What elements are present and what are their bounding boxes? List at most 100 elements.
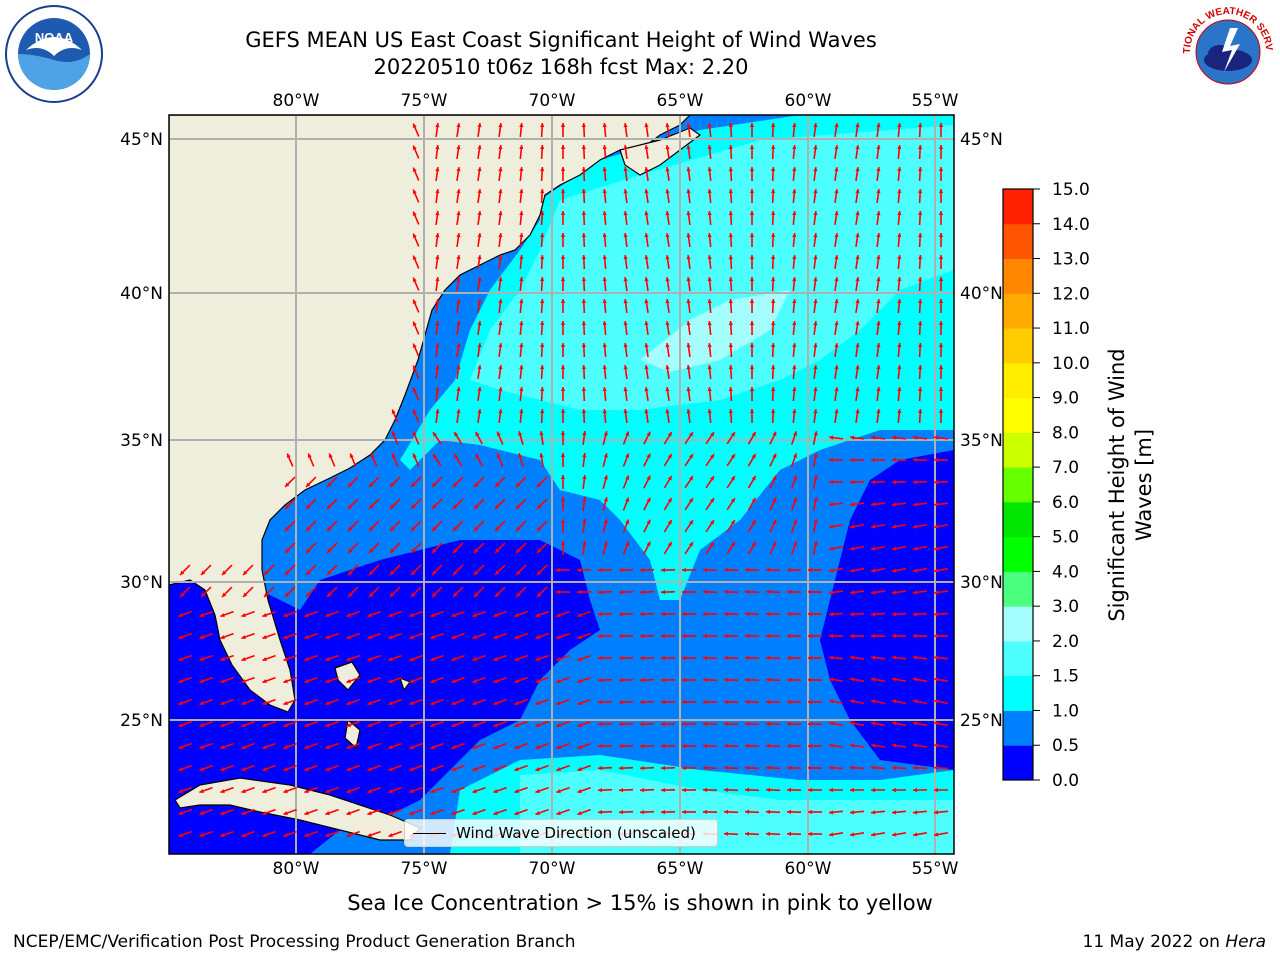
wind-wave-arrowhead <box>598 765 603 771</box>
wind-wave-arrowhead <box>829 810 834 815</box>
wind-wave-arrowhead <box>498 167 503 172</box>
wind-wave-arrowhead <box>598 699 603 705</box>
wind-wave-arrowhead <box>913 479 918 485</box>
wind-wave-arrowhead <box>535 767 540 772</box>
wind-wave-arrowhead <box>199 679 204 684</box>
wind-wave-arrowhead <box>560 343 566 347</box>
wind-wave-arrowhead <box>829 832 834 837</box>
wind-wave-arrowhead <box>451 767 456 772</box>
wind-wave-arrowhead <box>498 255 503 260</box>
wind-wave-arrowhead <box>625 497 630 502</box>
wind-wave-arrowhead <box>640 655 645 661</box>
wind-wave-arrowhead <box>577 701 582 706</box>
wind-wave-arrowhead <box>435 365 440 370</box>
wind-wave-arrowhead <box>222 570 227 575</box>
wind-wave-arrowhead <box>535 789 540 794</box>
colorbar-tick-label: 1.5 <box>1052 667 1079 687</box>
wind-wave-arrowhead <box>897 255 902 260</box>
wind-wave-arrowhead <box>285 592 290 597</box>
wind-wave-arrowhead <box>220 657 225 662</box>
wind-wave-arrowhead <box>813 299 818 304</box>
wind-wave-arrowhead <box>892 568 897 573</box>
wind-wave-arrowhead <box>412 321 417 327</box>
wind-wave-arrowhead <box>498 123 503 128</box>
wind-wave-arrowhead <box>199 767 204 772</box>
wind-wave-arrowhead <box>199 745 204 750</box>
wind-wave-arrowhead <box>560 233 566 237</box>
wind-wave-arrowhead <box>703 809 707 815</box>
wind-wave-arrowhead <box>602 387 607 392</box>
wind-wave-arrowhead <box>475 431 480 437</box>
wind-wave-arrowhead <box>938 167 944 171</box>
wind-wave-arrowhead <box>178 723 183 728</box>
wind-wave-arrowhead <box>435 255 440 260</box>
wind-wave-arrowhead <box>918 255 923 260</box>
wind-wave-arrowhead <box>730 454 735 459</box>
wind-wave-arrowhead <box>688 454 693 459</box>
wind-wave-arrowhead <box>766 809 771 815</box>
wind-wave-arrowhead <box>749 189 755 193</box>
wind-wave-arrowhead <box>938 409 944 413</box>
wind-wave-arrowhead <box>283 657 288 662</box>
wind-wave-arrowhead <box>602 233 607 238</box>
wind-wave-arrowhead <box>876 277 881 282</box>
wind-wave-arrowhead <box>665 387 670 392</box>
wind-wave-arrowhead <box>222 592 227 597</box>
wind-wave-arrowhead <box>665 211 670 216</box>
wind-wave-arrowhead <box>855 167 860 172</box>
wind-wave-arrowhead <box>745 787 750 793</box>
wind-wave-arrowhead <box>772 453 777 459</box>
wind-wave-arrowhead <box>456 365 461 370</box>
wind-wave-arrowhead <box>850 568 855 573</box>
wind-wave-arrowhead <box>938 321 944 325</box>
wind-wave-arrowhead <box>243 592 248 597</box>
wind-wave-arrowhead <box>430 767 435 772</box>
wind-wave-arrowhead <box>766 765 771 771</box>
wind-wave-arrowhead <box>519 233 524 238</box>
lat-label-right: 40°N <box>960 284 1003 304</box>
wind-wave-arrowhead <box>644 277 649 282</box>
wind-wave-arrowhead <box>411 548 416 553</box>
lat-label-right: 30°N <box>960 573 1003 593</box>
wind-wave-arrowhead <box>918 123 923 128</box>
wind-wave-arrowhead <box>871 721 876 726</box>
wind-wave-arrowhead <box>560 123 566 127</box>
wind-wave-arrowhead <box>456 211 461 216</box>
wind-wave-arrowhead <box>834 233 839 238</box>
wind-wave-arrowhead <box>897 123 902 128</box>
wind-wave-arrowhead <box>667 476 672 481</box>
wind-wave-arrowhead <box>850 743 855 748</box>
wind-wave-arrowhead <box>703 765 707 771</box>
colorbar-tick-label: 0.0 <box>1052 771 1079 791</box>
wind-wave-arrowhead <box>667 432 672 437</box>
wind-wave-arrowhead <box>451 811 456 816</box>
wind-wave-arrowhead <box>625 541 630 546</box>
wind-wave-arrowhead <box>603 497 608 502</box>
wind-wave-arrowhead <box>199 635 204 640</box>
wind-wave-arrowhead <box>304 811 309 816</box>
wind-wave-arrowhead <box>348 504 353 509</box>
wind-wave-arrowhead <box>456 299 461 304</box>
wind-wave-arrowhead <box>813 387 818 392</box>
wind-wave-arrowhead <box>665 365 670 370</box>
wind-wave-arrowhead <box>619 765 624 771</box>
wind-wave-arrowhead <box>556 811 561 816</box>
wind-wave-arrowhead <box>855 299 860 304</box>
wind-wave-arrowhead <box>454 454 459 459</box>
wind-wave-arrowhead <box>220 679 225 684</box>
wind-wave-arrowhead <box>474 504 479 509</box>
wind-wave-arrowhead <box>897 343 902 348</box>
wind-wave-arrowhead <box>603 453 608 458</box>
wind-wave-arrowhead <box>728 189 733 194</box>
wind-wave-arrowhead <box>535 723 540 728</box>
wind-wave-arrowhead <box>472 657 477 662</box>
wind-wave-arrowhead <box>934 612 939 617</box>
wind-wave-arrowhead <box>686 321 691 326</box>
wind-wave-arrowhead <box>304 635 309 640</box>
wind-wave-arrowhead <box>348 592 353 597</box>
colorbar-tick-label: 5.0 <box>1052 528 1079 548</box>
lon-label-bottom: 60°W <box>785 859 832 879</box>
wind-wave-arrowhead <box>730 542 735 547</box>
issue-date: 11 May 2022 on Hera <box>1083 932 1267 952</box>
wind-wave-arrowhead <box>871 590 876 595</box>
